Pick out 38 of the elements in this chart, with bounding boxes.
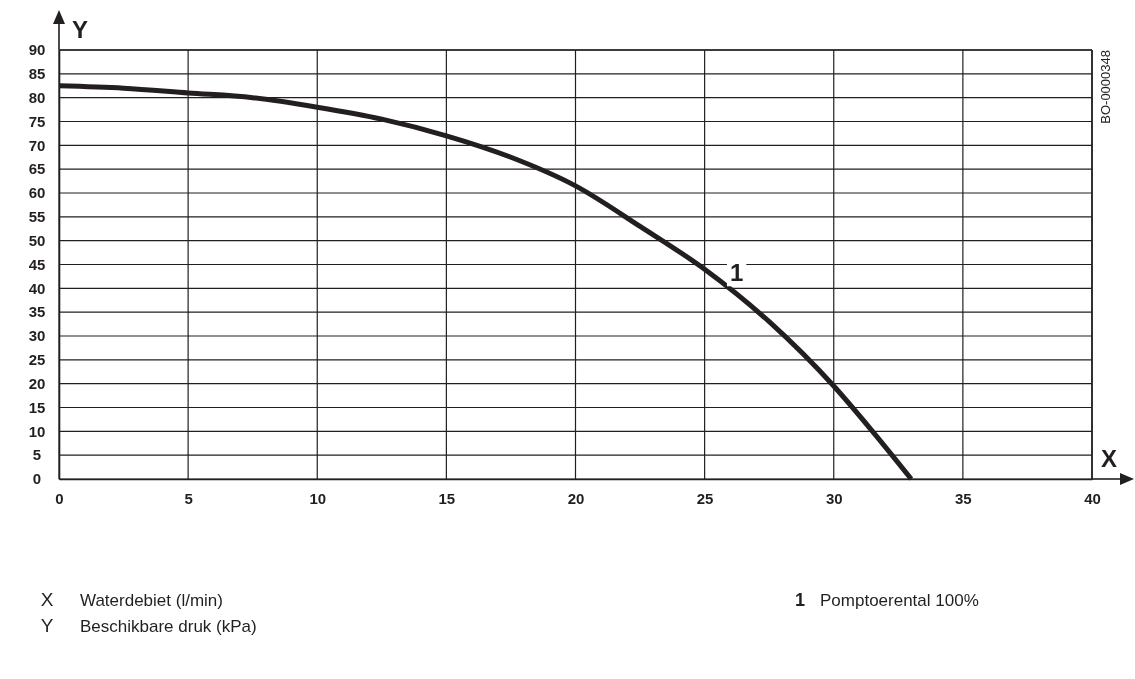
y-tick-label: 25: [28, 351, 46, 369]
x-axis-title: X: [1100, 445, 1118, 472]
text: X: [40, 589, 54, 610]
annotation: 1: [729, 259, 744, 287]
y-tick-label: 55: [28, 208, 46, 226]
text: Beschikbare druk (kPa): [80, 617, 257, 636]
x-tick-label: 30: [825, 489, 843, 507]
x-tick-label: 25: [696, 489, 714, 507]
y-tick-label: 40: [28, 279, 46, 297]
x-tick-label: 10: [309, 489, 327, 507]
text: 1: [794, 590, 806, 610]
y-tick-label: 15: [28, 398, 46, 416]
y-axis-title: Y: [71, 16, 89, 43]
text: Y: [40, 615, 54, 636]
y-tick-label: 70: [28, 136, 46, 154]
x-tick-label: 35: [955, 489, 972, 507]
x-tick-label: 15: [438, 489, 456, 507]
text: Pomptoerental 100%: [820, 591, 979, 610]
y-tick-label: 45: [28, 255, 46, 273]
x-tick-label: 0: [55, 489, 64, 507]
y-tick-label: 60: [28, 184, 46, 202]
x-tick-label: 40: [1084, 489, 1101, 507]
y-tick-label: 65: [28, 160, 46, 178]
y-tick-label: 10: [28, 422, 46, 440]
text: Waterdebiet (l/min): [80, 591, 223, 610]
y-tick-label: 85: [28, 65, 46, 83]
y-tick-label: 80: [28, 88, 46, 106]
y-tick-label: 50: [28, 231, 46, 249]
y-tick-label: 30: [28, 327, 46, 345]
y-tick-label: 20: [28, 374, 46, 392]
x-tick-label: 5: [184, 489, 193, 507]
y-tick-label: 75: [28, 112, 46, 130]
x-tick-label: 20: [567, 489, 585, 507]
y-tick-label: 5: [32, 446, 42, 464]
y-tick-label: 0: [32, 470, 42, 488]
y-tick-label: 35: [28, 303, 46, 321]
text: BO-0000348: [1098, 50, 1113, 124]
y-tick-label: 90: [28, 41, 46, 59]
